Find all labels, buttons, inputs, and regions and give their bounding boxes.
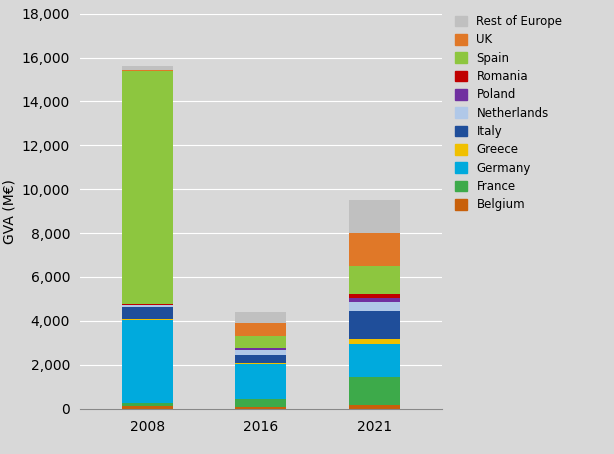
Bar <box>349 295 400 298</box>
Bar <box>349 344 400 377</box>
Bar <box>122 69 173 71</box>
Bar <box>349 298 400 302</box>
Bar <box>122 319 173 320</box>
Bar <box>349 377 400 405</box>
Bar <box>236 336 286 348</box>
Bar <box>236 348 286 349</box>
Bar <box>236 407 286 409</box>
Bar <box>236 323 286 336</box>
Bar <box>349 233 400 266</box>
Bar <box>236 355 286 363</box>
Bar <box>122 320 173 403</box>
Bar <box>122 305 173 307</box>
Bar <box>122 66 173 69</box>
Bar <box>236 363 286 364</box>
Bar <box>122 403 173 406</box>
Bar <box>349 302 400 311</box>
Y-axis label: GVA (M€): GVA (M€) <box>2 179 16 243</box>
Bar <box>236 399 286 407</box>
Bar <box>122 71 173 304</box>
Bar <box>349 200 400 233</box>
Bar <box>236 350 286 355</box>
Bar <box>122 304 173 305</box>
Bar <box>236 312 286 323</box>
Bar <box>236 349 286 350</box>
Bar <box>122 406 173 409</box>
Bar <box>236 364 286 399</box>
Bar <box>349 311 400 340</box>
Bar <box>349 405 400 409</box>
Bar <box>122 307 173 319</box>
Bar <box>349 340 400 344</box>
Legend: Rest of Europe, UK, Spain, Romania, Poland, Netherlands, Italy, Greece, Germany,: Rest of Europe, UK, Spain, Romania, Pola… <box>452 12 566 215</box>
Bar <box>349 266 400 295</box>
